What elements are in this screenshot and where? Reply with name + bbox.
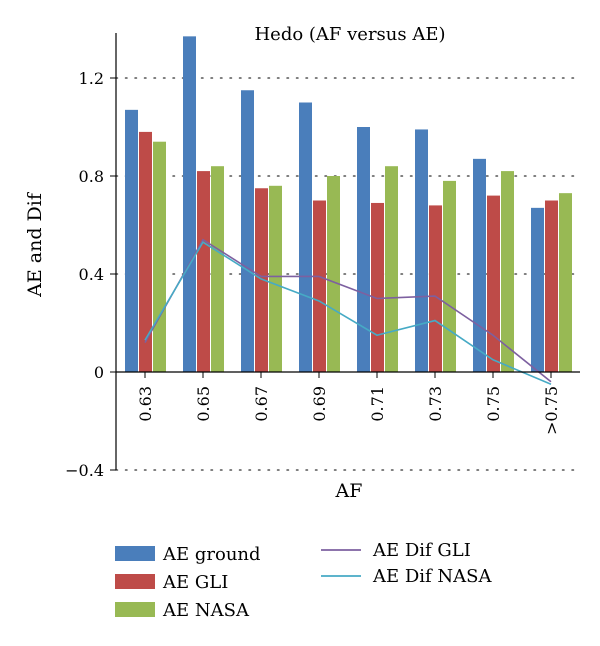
bar	[473, 158, 486, 372]
bar	[357, 127, 370, 372]
bar	[313, 200, 326, 372]
bar	[415, 129, 428, 372]
y-tick-labels: −0.4 0 0.4 0.8 1.2	[65, 69, 104, 480]
chart-title: Hedo (AF versus AE)	[254, 24, 445, 45]
bar	[211, 166, 224, 372]
legend-item: AE Dif NASA	[321, 566, 493, 587]
x-tick-label: 0.73	[426, 386, 445, 422]
bars	[125, 36, 572, 372]
legend-label: AE NASA	[162, 600, 250, 621]
legend-swatch	[115, 602, 155, 617]
bar	[153, 141, 166, 372]
series-line	[144, 241, 552, 385]
bar	[531, 207, 544, 372]
legend-swatch	[115, 546, 155, 561]
x-tick-label: >0.75	[542, 386, 561, 435]
legend-item: AE ground	[115, 544, 261, 565]
bar	[559, 193, 572, 372]
legend-swatch	[115, 574, 155, 589]
legend-item: AE NASA	[115, 600, 250, 621]
bar	[487, 195, 500, 372]
x-tick-label: 0.65	[194, 386, 213, 422]
legend: AE ground AE GLI AE NASA AE Dif GLI AE Dif N…	[115, 540, 493, 621]
y-tick-label: 0	[94, 363, 104, 382]
x-axis-title: AF	[335, 480, 363, 502]
y-tick-label: 1.2	[79, 69, 104, 88]
legend-label: AE Dif GLI	[372, 540, 471, 561]
x-tick-label: 0.63	[136, 386, 155, 422]
series-line	[144, 238, 552, 383]
lines	[144, 238, 552, 385]
axes	[110, 33, 580, 471]
legend-label: AE ground	[162, 544, 261, 565]
y-tick-label: 0.4	[79, 265, 104, 284]
legend-label: AE Dif NASA	[372, 566, 493, 587]
bar	[299, 102, 312, 372]
x-tick-label: 0.69	[310, 386, 329, 422]
bar	[183, 36, 196, 372]
bar	[545, 200, 558, 372]
y-tick-label: 0.8	[79, 167, 104, 186]
bar	[371, 202, 384, 372]
legend-item: AE GLI	[115, 572, 228, 593]
x-tick-label: 0.71	[368, 386, 387, 422]
bar	[443, 180, 456, 372]
bar	[241, 90, 254, 372]
bar	[255, 188, 268, 372]
x-tick-labels: 0.63 0.65 0.67 0.69 0.71 0.73 0.75 >0.75	[136, 386, 561, 435]
y-axis-title: AE and Dif	[24, 191, 46, 298]
bar	[125, 109, 138, 372]
y-tick-label: −0.4	[65, 461, 104, 480]
legend-item: AE Dif GLI	[321, 540, 471, 561]
legend-label: AE GLI	[162, 572, 228, 593]
bar	[139, 131, 152, 372]
bar	[197, 171, 210, 372]
bar	[385, 166, 398, 372]
bar	[327, 176, 340, 372]
bar	[269, 185, 282, 372]
bar	[501, 171, 514, 372]
x-tick-label: 0.75	[484, 386, 503, 422]
bar	[429, 205, 442, 372]
x-tick-label: 0.67	[252, 386, 271, 422]
